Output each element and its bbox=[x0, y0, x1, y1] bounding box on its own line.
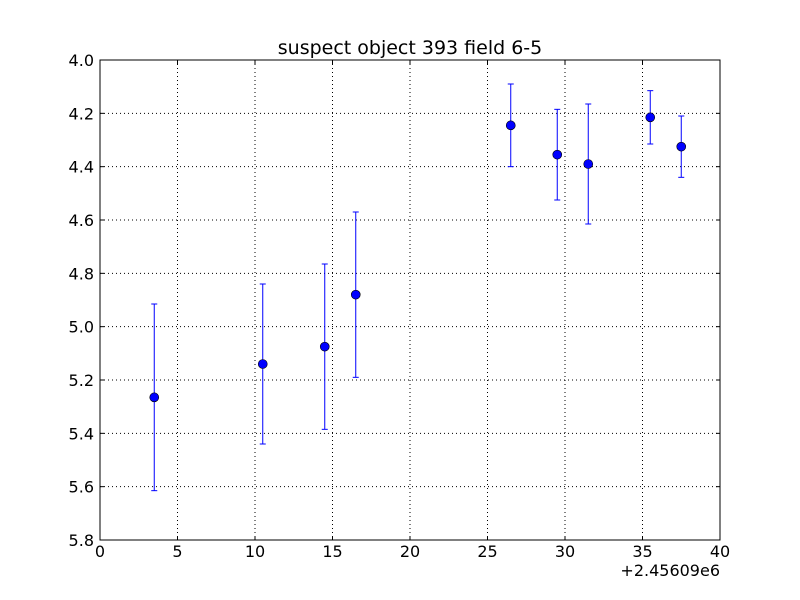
data-point bbox=[257, 359, 268, 369]
data-point bbox=[583, 159, 594, 169]
y-tick-label: 5.6 bbox=[69, 478, 94, 497]
x-tick-label: 20 bbox=[400, 542, 420, 561]
data-points bbox=[149, 112, 687, 403]
y-tick-label: 5.2 bbox=[69, 371, 94, 390]
y-tick-label: 5.0 bbox=[69, 318, 94, 337]
data-point bbox=[552, 149, 563, 160]
x-tick-label: 30 bbox=[555, 542, 575, 561]
chart-title: suspect object 393 field 6-5 bbox=[278, 37, 543, 59]
data-point bbox=[676, 141, 687, 152]
axis-tick-labels: 0 5 10 15 20 25 30 35 40 4.0 4.2 4.4 4.6 4.8 5.0 5.2 5.4… bbox=[69, 51, 731, 561]
data-point bbox=[319, 341, 330, 352]
y-tick-label: 4.0 bbox=[69, 51, 94, 70]
y-tick-label: 5.8 bbox=[69, 531, 94, 550]
y-tick-label: 5.4 bbox=[69, 424, 94, 443]
x-axis-offset-label: +2.45609e6 bbox=[620, 561, 720, 580]
plot-frame bbox=[99, 59, 721, 541]
data-point bbox=[149, 392, 160, 403]
grid bbox=[100, 60, 720, 540]
x-tick-label: 25 bbox=[477, 542, 497, 561]
y-tick-label: 4.4 bbox=[69, 158, 94, 177]
x-tick-label: 5 bbox=[172, 542, 182, 561]
y-tick-label: 4.8 bbox=[69, 264, 94, 283]
y-tick-label: 4.6 bbox=[69, 211, 94, 230]
data-point bbox=[350, 289, 361, 300]
x-tick-label: 15 bbox=[322, 542, 342, 561]
data-point bbox=[505, 120, 516, 131]
x-tick-label: 0 bbox=[95, 542, 105, 561]
data-point bbox=[645, 112, 656, 123]
x-tick-label: 10 bbox=[245, 542, 265, 561]
x-tick-label: 35 bbox=[632, 542, 652, 561]
y-tick-label: 4.2 bbox=[69, 104, 94, 123]
x-tick-label: 40 bbox=[710, 542, 730, 561]
